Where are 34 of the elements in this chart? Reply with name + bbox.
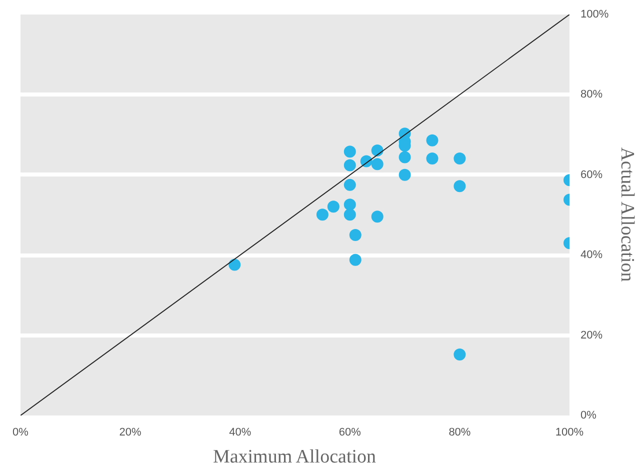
point: [454, 152, 466, 164]
point: [454, 180, 466, 192]
y-tick-label: 20%: [580, 329, 603, 342]
point: [344, 208, 356, 221]
x-tick-label: 0%: [12, 426, 29, 438]
point: [349, 229, 362, 242]
x-tick-label: 60%: [338, 426, 362, 438]
point: [228, 258, 241, 271]
x-tick-label: 80%: [448, 426, 471, 438]
x-tick-label: 100%: [555, 426, 584, 438]
y-axis-title: Actual Allocation: [616, 147, 638, 282]
point: [316, 208, 328, 221]
point: [371, 144, 384, 156]
point: [371, 210, 384, 223]
point: [398, 151, 411, 164]
point: [344, 198, 356, 211]
point: [426, 134, 438, 146]
x-axis-title: Maximum Allocation: [212, 446, 377, 468]
x-tick-label: 20%: [119, 426, 142, 438]
point: [398, 168, 411, 181]
y-tick-label: 60%: [580, 168, 603, 181]
y-tick-label: 40%: [580, 249, 603, 262]
y-tick-label: 0%: [580, 410, 597, 422]
point: [349, 254, 362, 266]
point: [426, 152, 438, 164]
y-tick-label: 100%: [580, 8, 609, 20]
y-tick-label: 80%: [580, 88, 603, 101]
point: [454, 348, 466, 361]
x-tick-label: 40%: [229, 426, 252, 438]
point: [344, 146, 356, 158]
point: [344, 159, 356, 172]
point: [327, 200, 340, 213]
point: [344, 178, 356, 191]
point: [371, 158, 384, 170]
